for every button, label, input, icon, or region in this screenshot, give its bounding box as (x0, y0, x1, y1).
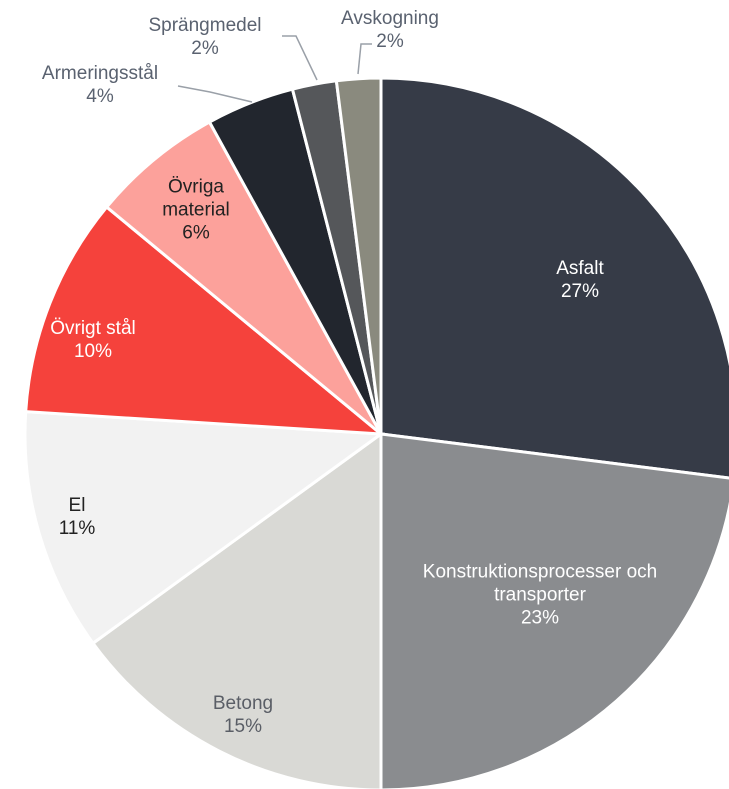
slice-label: Asfalt 27% (556, 257, 604, 303)
category-label: Konstruktionsprocesser och transporter (422, 561, 658, 606)
leader-line (357, 43, 372, 75)
slice-label: Betong 15% (213, 692, 273, 738)
value-label: 2% (376, 31, 404, 52)
slice-label: Sprängmedel 2% (148, 14, 261, 60)
value-label: 11% (58, 518, 96, 539)
category-label: Övrigt stål (50, 318, 136, 339)
category-label: Armeringsstål (41, 63, 159, 84)
category-label: Övriga material (162, 176, 230, 221)
pie-slice (379, 432, 729, 789)
leader-line (177, 85, 253, 103)
slice-label: Armeringsstål 4% (42, 62, 158, 108)
slice-label: Avskogning 2% (341, 7, 439, 53)
slice-label: Konstruktionsprocesser och transporter 23… (420, 561, 660, 630)
pie-slice (379, 76, 729, 480)
value-label: 10% (73, 341, 113, 362)
slice-label: El 11% (59, 494, 96, 540)
pie-slice (23, 410, 386, 646)
slice-label: Övrigt stål 10% (50, 317, 136, 363)
category-label: Avskogning (341, 8, 439, 29)
value-label: 6% (182, 222, 210, 244)
value-label: 23% (520, 607, 560, 629)
pie-slice (334, 76, 383, 435)
value-label: 27% (560, 281, 600, 302)
slice-label: Övriga material 6% (151, 176, 241, 245)
pie-slice (24, 204, 386, 436)
category-label: Asfalt (556, 258, 604, 279)
pie-slice (104, 119, 383, 436)
value-label: 15% (223, 716, 263, 737)
category-label: Betong (212, 693, 274, 714)
value-label: 4% (86, 86, 114, 107)
leader-line (282, 35, 318, 81)
value-label: 2% (191, 38, 219, 59)
category-label: El (68, 495, 86, 516)
category-label: Sprängmedel (148, 15, 262, 36)
slices (23, 76, 729, 789)
pie-slice (90, 431, 383, 789)
